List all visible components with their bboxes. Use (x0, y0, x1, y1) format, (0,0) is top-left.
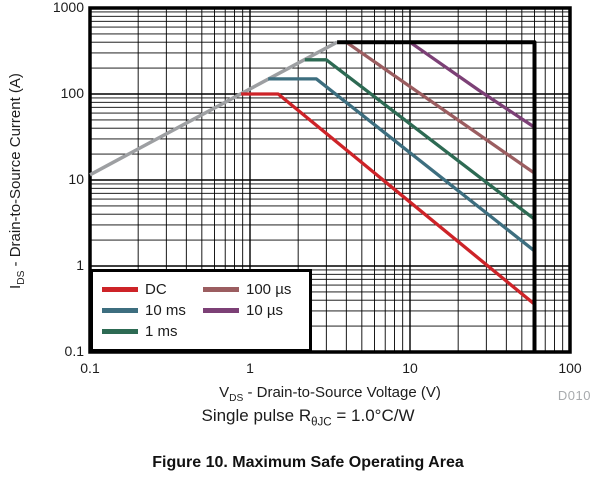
legend-swatch (102, 329, 138, 334)
x-axis-label: VDS - Drain-to-Source Voltage (V) (219, 384, 441, 404)
x-tick-label-100: 100 (558, 360, 582, 376)
x-tick-label-1: 1 (246, 360, 254, 376)
x-tick-label-10: 10 (402, 360, 418, 376)
legend-swatch (203, 287, 239, 292)
legend-item-1-ms: 1 ms (102, 321, 203, 342)
legend-label: 10 µs (246, 302, 283, 319)
series-10 ms (268, 77, 536, 253)
y-tick-label-0.1: 0.1 (64, 343, 84, 359)
legend-grid: DC 10 ms 1 ms 100 µs 10 µs (93, 272, 309, 342)
series-1 ms (304, 58, 536, 221)
legend-label: 100 µs (246, 281, 292, 298)
series-DC (241, 92, 536, 306)
legend-box: DC 10 ms 1 ms 100 µs 10 µs (90, 269, 312, 352)
legend-label: DC (145, 281, 167, 298)
legend-item-100-µs: 100 µs (203, 279, 309, 300)
series-10 µs (409, 40, 536, 129)
plot-frame (88, 6, 572, 354)
x-tick-label-0.1: 0.1 (80, 360, 100, 376)
condition-note: Single pulse RθJC = 1.0°C/W (201, 406, 415, 429)
legend-item-10-ms: 10 ms (102, 300, 203, 321)
legend-label: 1 ms (145, 323, 178, 340)
legend-item-10-µs: 10 µs (203, 300, 309, 321)
y-tick-label-1: 1 (76, 257, 84, 273)
legend-item-DC: DC (102, 279, 203, 300)
legend-swatch (203, 308, 239, 313)
condition-note-subscript: θJC (311, 416, 332, 429)
legend-swatch (102, 287, 138, 292)
y-tick-label-1000: 1000 (52, 0, 84, 15)
series-100 µs (345, 40, 536, 175)
plot-id: D010 (557, 388, 591, 403)
x-axis-label-subscript: DS (229, 393, 244, 404)
y-tick-label-10: 10 (68, 171, 84, 187)
legend-label: 10 ms (145, 302, 186, 319)
y-tick-label-100: 100 (60, 85, 84, 101)
figure-caption: Figure 10. Maximum Safe Operating Area (152, 454, 464, 471)
series-rdson-limit-line (89, 40, 338, 177)
series-pulse-current-voltage-limit (337, 40, 537, 352)
legend-swatch (102, 308, 138, 313)
